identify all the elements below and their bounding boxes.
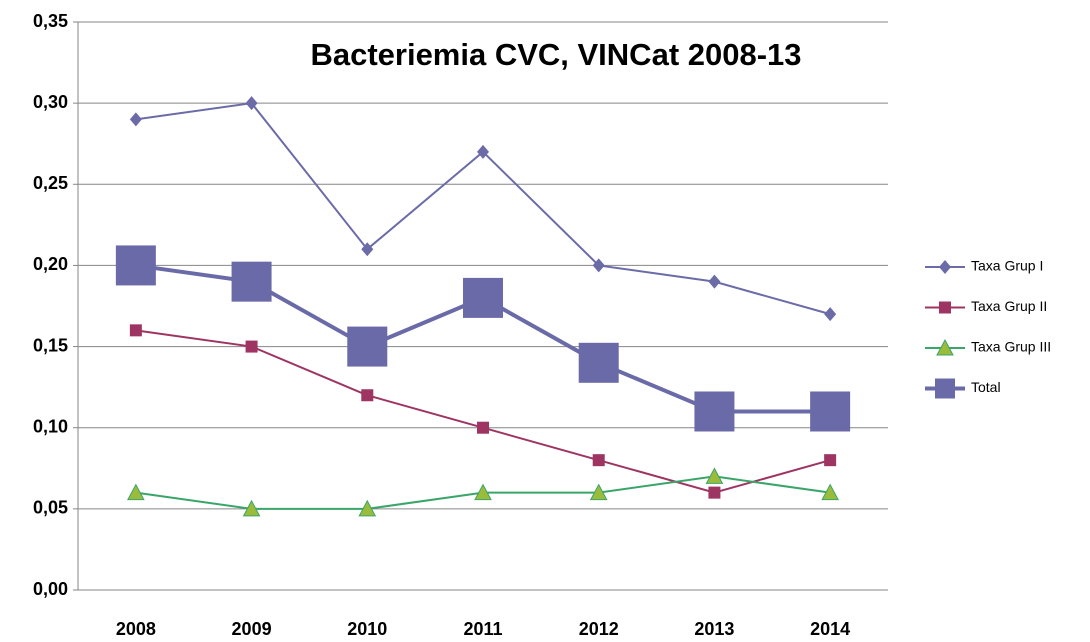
- marker: [708, 274, 721, 289]
- marker: [824, 307, 837, 322]
- marker: [245, 340, 258, 353]
- x-tick-label: 2009: [232, 619, 272, 639]
- marker: [592, 454, 605, 467]
- x-tick-label: 2011: [463, 619, 502, 639]
- x-tick-label: 2010: [347, 619, 387, 639]
- marker: [127, 483, 145, 501]
- marker: [231, 261, 272, 302]
- marker: [115, 245, 156, 286]
- marker: [361, 242, 374, 257]
- legend-label: Total: [971, 379, 1001, 395]
- marker: [694, 391, 735, 432]
- marker: [589, 483, 608, 501]
- marker: [810, 391, 851, 432]
- marker: [361, 389, 374, 402]
- x-tick-label: 2014: [810, 619, 850, 639]
- marker: [705, 467, 724, 484]
- marker: [477, 144, 489, 159]
- marker: [821, 483, 839, 501]
- legend-label: Taxa Grup III: [971, 339, 1051, 355]
- y-tick-label: 0,10: [33, 416, 68, 436]
- marker: [939, 301, 951, 314]
- y-tick-label: 0,00: [33, 579, 68, 599]
- x-tick-label: 2008: [116, 619, 156, 639]
- legend-label: Taxa Grup I: [971, 258, 1043, 274]
- marker: [242, 499, 261, 517]
- marker: [708, 486, 721, 499]
- marker: [592, 258, 605, 273]
- marker: [129, 324, 142, 337]
- x-tick-label: 2013: [694, 619, 734, 639]
- marker: [347, 326, 388, 367]
- x-tick-label: 2012: [579, 619, 619, 639]
- legend-label: Taxa Grup II: [971, 298, 1047, 314]
- marker: [477, 421, 489, 434]
- y-tick-label: 0,35: [33, 11, 68, 31]
- legend: Taxa Grup I Taxa Grup II Taxa Grup III Tota…: [925, 258, 1051, 399]
- marker: [474, 483, 492, 501]
- marker: [358, 499, 377, 517]
- y-tick-label: 0,20: [33, 254, 68, 274]
- y-tick-label: 0,15: [33, 335, 68, 355]
- marker: [939, 260, 951, 274]
- y-tick-label: 0,25: [33, 173, 68, 193]
- marker: [129, 112, 142, 127]
- marker: [824, 454, 837, 467]
- marker: [245, 96, 258, 111]
- marker: [935, 378, 955, 399]
- y-tick-label: 0,05: [33, 498, 68, 518]
- marker: [936, 338, 954, 356]
- chart-title: Bacteriemia CVC, VINCat 2008-13: [310, 37, 801, 72]
- marker: [578, 342, 619, 383]
- y-tick-label: 0,30: [33, 92, 68, 112]
- marker: [463, 277, 503, 318]
